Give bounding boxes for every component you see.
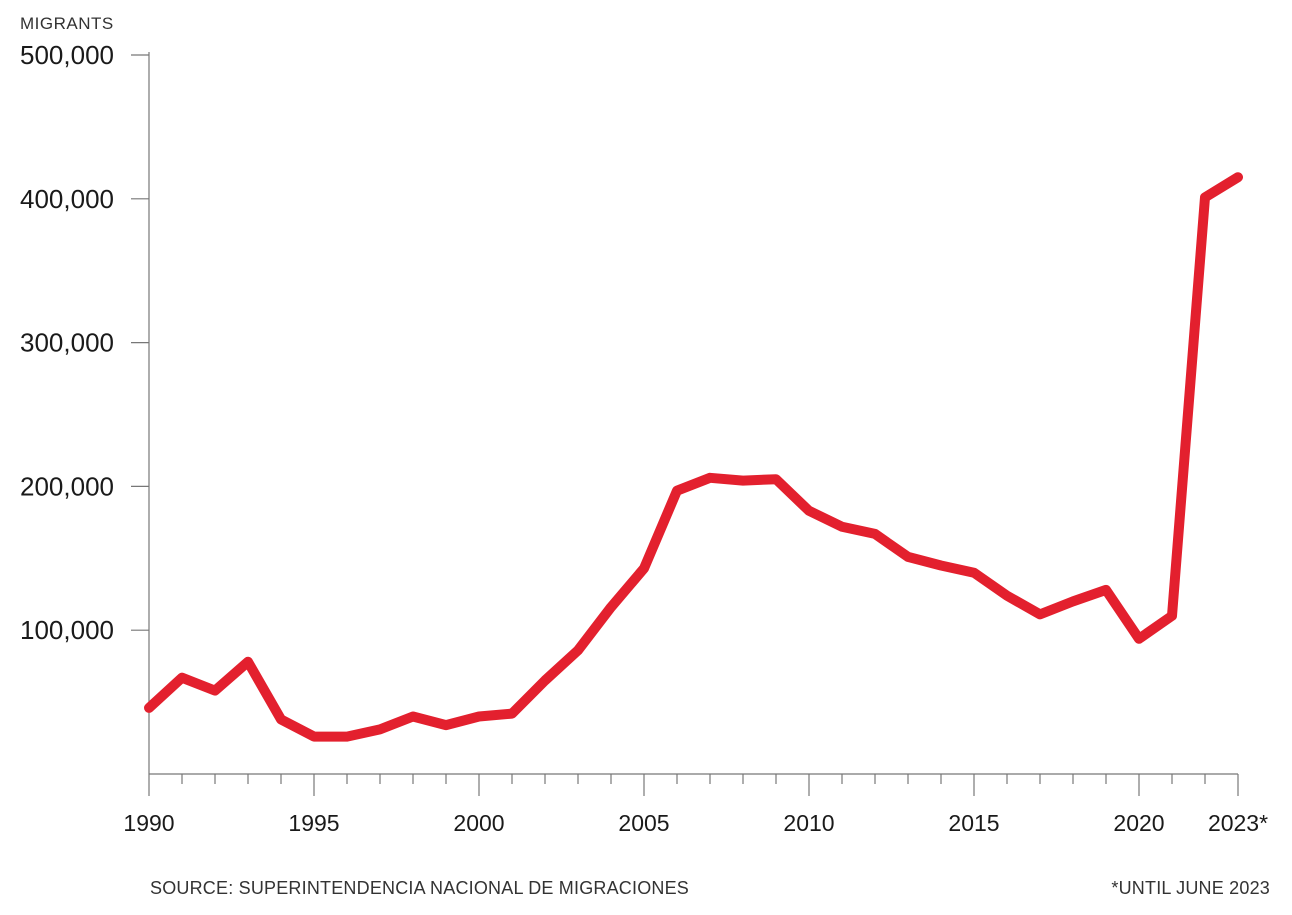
data-point: [280, 718, 282, 720]
data-point: [1171, 615, 1173, 617]
data-point: [478, 716, 480, 718]
series-layer: [144, 172, 1243, 742]
source-note: SOURCE: SUPERINTENDENCIA NACIONAL DE MIG…: [150, 878, 689, 898]
y-tick-label: 400,000: [20, 184, 114, 214]
x-tick-label: 1990: [123, 810, 174, 836]
data-point: [610, 606, 612, 608]
y-tick-label: 300,000: [20, 328, 114, 358]
data-point: [643, 567, 645, 569]
data-point: [313, 736, 315, 738]
data-point: [379, 728, 381, 730]
y-tick-label: 200,000: [20, 471, 114, 501]
data-point: [445, 724, 447, 726]
x-tick-label: 2020: [1113, 810, 1164, 836]
data-point: [907, 556, 909, 558]
footnote: *UNTIL JUNE 2023: [1111, 878, 1270, 898]
data-point: [214, 690, 216, 692]
data-point: [577, 649, 579, 651]
data-point: [676, 490, 678, 492]
x-tick-label: 1995: [288, 810, 339, 836]
data-point: [1072, 600, 1074, 602]
x-tick-label: 2010: [783, 810, 834, 836]
data-point: [1039, 613, 1041, 615]
data-point: [874, 533, 876, 535]
data-point: [544, 680, 546, 682]
y-tick-label: 500,000: [20, 40, 114, 70]
data-point: [940, 565, 942, 567]
x-axis: 1990 1995 2000 2005 2010 2015 2020 2023*: [123, 773, 1268, 836]
data-point: [148, 707, 150, 709]
data-point: [1138, 638, 1140, 640]
data-point: [742, 480, 744, 482]
y-axis: 100,000 200,000 300,000 400,000 500,000: [20, 40, 150, 774]
data-point: [775, 478, 777, 480]
x-tick-label: 2023*: [1208, 810, 1268, 836]
data-point: [973, 572, 975, 574]
data-point: [841, 526, 843, 528]
data-point: [1237, 176, 1239, 178]
data-point: [808, 510, 810, 512]
data-point: [1105, 589, 1107, 591]
x-tick-label: 2005: [618, 810, 669, 836]
x-tick-label: 2015: [948, 810, 999, 836]
y-axis-title: MIGRANTS: [20, 14, 114, 33]
data-point: [247, 661, 249, 663]
data-point: [1006, 595, 1008, 597]
migrants-series-line: [144, 172, 1243, 742]
data-point: [346, 736, 348, 738]
y-tick-label: 100,000: [20, 615, 114, 645]
x-tick-label: 2000: [453, 810, 504, 836]
data-point: [709, 477, 711, 479]
data-point: [1204, 196, 1206, 198]
data-point: [412, 716, 414, 718]
data-point: [181, 677, 183, 679]
data-point: [511, 713, 513, 715]
